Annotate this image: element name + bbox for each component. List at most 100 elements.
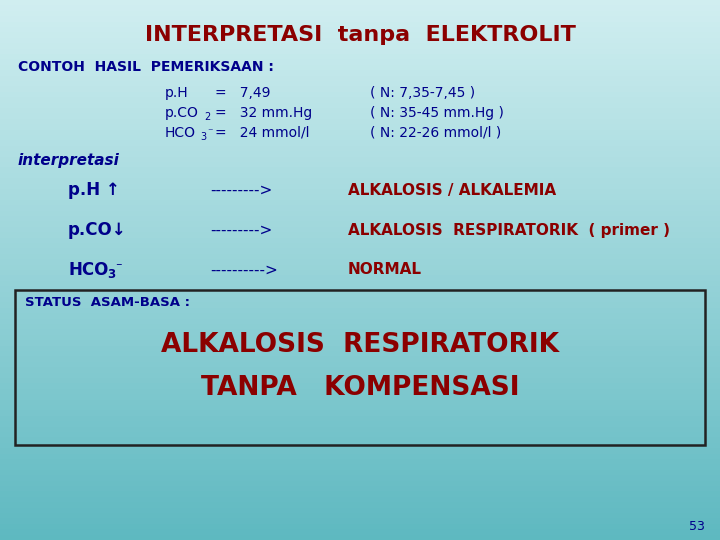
Text: 3: 3 xyxy=(107,267,115,280)
Text: ( N: 22-26 mmol/l ): ( N: 22-26 mmol/l ) xyxy=(370,126,501,140)
Text: =   24 mmol/l: = 24 mmol/l xyxy=(215,126,310,140)
Text: p.CO: p.CO xyxy=(165,106,199,120)
Bar xyxy=(0,254,720,259)
Bar xyxy=(0,481,720,486)
Bar xyxy=(0,437,720,443)
Bar xyxy=(0,38,720,43)
Text: ⁻: ⁻ xyxy=(115,261,122,274)
Text: =   7,49: = 7,49 xyxy=(215,86,271,100)
Bar xyxy=(0,65,720,70)
Bar xyxy=(0,416,720,421)
Text: ALKALOSIS  RESPIRATORIK: ALKALOSIS RESPIRATORIK xyxy=(161,332,559,358)
Bar xyxy=(0,32,720,38)
Bar xyxy=(0,297,720,302)
Bar xyxy=(0,400,720,405)
Bar xyxy=(0,227,720,232)
Bar xyxy=(0,86,720,92)
Bar xyxy=(0,373,720,378)
Bar xyxy=(0,0,720,5)
Bar xyxy=(0,443,720,448)
Text: interpretasi: interpretasi xyxy=(18,152,120,167)
Bar xyxy=(0,248,720,254)
Text: ( N: 7,35-7,45 ): ( N: 7,35-7,45 ) xyxy=(370,86,475,100)
Bar xyxy=(0,243,720,248)
Bar xyxy=(0,470,720,475)
Text: p.H ↑: p.H ↑ xyxy=(68,181,120,199)
Bar xyxy=(0,502,720,508)
Bar xyxy=(0,5,720,11)
Bar xyxy=(0,157,720,162)
Bar xyxy=(0,410,720,416)
Bar xyxy=(0,22,720,27)
Bar xyxy=(0,394,720,400)
Bar xyxy=(0,351,720,356)
Bar xyxy=(0,459,720,464)
Text: STATUS  ASAM-BASA :: STATUS ASAM-BASA : xyxy=(25,296,190,309)
Bar xyxy=(0,292,720,297)
Text: 2: 2 xyxy=(204,112,210,122)
Bar xyxy=(0,432,720,437)
Bar xyxy=(0,92,720,97)
Bar xyxy=(0,211,720,216)
Bar xyxy=(0,162,720,167)
Bar xyxy=(0,281,720,286)
Bar xyxy=(0,319,720,324)
Bar xyxy=(0,189,720,194)
Bar xyxy=(0,124,720,130)
Bar xyxy=(0,205,720,211)
Bar xyxy=(0,146,720,151)
Text: --------->: ---------> xyxy=(210,183,272,198)
Bar xyxy=(0,130,720,135)
Bar xyxy=(0,508,720,513)
Bar xyxy=(0,103,720,108)
Bar xyxy=(0,340,720,346)
Bar xyxy=(0,367,720,373)
Bar xyxy=(0,140,720,146)
Bar xyxy=(0,59,720,65)
Bar xyxy=(0,76,720,81)
Text: HCO: HCO xyxy=(68,261,109,279)
Text: =   32 mm.Hg: = 32 mm.Hg xyxy=(215,106,312,120)
Bar xyxy=(0,313,720,319)
Text: ALKALOSIS / ALKALEMIA: ALKALOSIS / ALKALEMIA xyxy=(348,183,556,198)
Bar xyxy=(0,275,720,281)
Bar xyxy=(0,286,720,292)
Bar xyxy=(0,335,720,340)
Bar xyxy=(0,513,720,518)
Bar xyxy=(0,324,720,329)
Text: ( N: 35-45 mm.Hg ): ( N: 35-45 mm.Hg ) xyxy=(370,106,504,120)
Text: NORMAL: NORMAL xyxy=(348,262,422,278)
Bar xyxy=(0,356,720,362)
Bar xyxy=(0,81,720,86)
Text: 3: 3 xyxy=(200,132,206,142)
Bar xyxy=(0,265,720,270)
Bar xyxy=(0,362,720,367)
Bar xyxy=(0,167,720,173)
Bar xyxy=(0,259,720,265)
Bar xyxy=(0,232,720,238)
Text: CONTOH  HASIL  PEMERIKSAAN :: CONTOH HASIL PEMERIKSAAN : xyxy=(18,60,274,74)
Bar xyxy=(0,113,720,119)
Bar xyxy=(0,421,720,427)
Bar xyxy=(0,184,720,189)
Bar xyxy=(0,238,720,243)
Bar xyxy=(0,302,720,308)
Bar xyxy=(0,200,720,205)
Bar xyxy=(0,151,720,157)
Text: ALKALOSIS  RESPIRATORIK  ( primer ): ALKALOSIS RESPIRATORIK ( primer ) xyxy=(348,222,670,238)
Bar xyxy=(0,27,720,32)
Bar xyxy=(0,464,720,470)
Text: INTERPRETASI  tanpa  ELEKTROLIT: INTERPRETASI tanpa ELEKTROLIT xyxy=(145,25,575,45)
Bar xyxy=(0,329,720,335)
Bar xyxy=(0,135,720,140)
Bar xyxy=(0,11,720,16)
Bar xyxy=(0,108,720,113)
Bar xyxy=(0,383,720,389)
Text: p.H: p.H xyxy=(165,86,189,100)
Bar xyxy=(0,454,720,459)
Bar xyxy=(0,389,720,394)
Bar xyxy=(0,497,720,502)
Bar xyxy=(0,491,720,497)
Bar xyxy=(0,178,720,184)
Text: ⁻: ⁻ xyxy=(207,127,212,137)
